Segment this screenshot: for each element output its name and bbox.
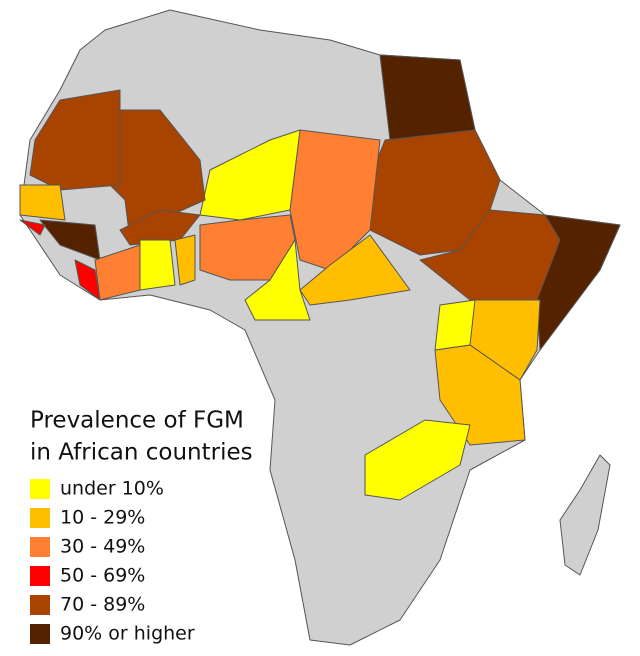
legend-swatch (30, 624, 50, 644)
ghana (139, 239, 176, 291)
legend-label: under 10% (60, 478, 164, 500)
legend-swatch (30, 479, 50, 499)
legend-title: in African countries (30, 440, 253, 466)
sierra-leone (19, 219, 46, 236)
legend-label: 50 - 69% (60, 565, 145, 587)
uganda (434, 299, 476, 351)
legend-swatch (30, 566, 50, 586)
countries (19, 54, 621, 501)
mauritania (29, 89, 121, 191)
central-african-republic (299, 234, 411, 306)
legend-label: 10 - 29% (60, 507, 145, 529)
cameroon (244, 239, 311, 321)
legend-label: 70 - 89% (60, 594, 145, 616)
benin (174, 234, 196, 286)
madagascar (559, 454, 611, 576)
legend: Prevalence of FGM in African countries u… (30, 408, 253, 645)
legend-swatch (30, 595, 50, 615)
legend-label: 90% or higher (60, 623, 195, 645)
burkina-faso (119, 209, 201, 246)
legend-swatch (30, 508, 50, 528)
egypt (379, 54, 476, 141)
legend-swatch (30, 537, 50, 557)
somalia (536, 214, 621, 351)
senegal (19, 184, 66, 221)
zambia (364, 419, 471, 501)
legend-label: 30 - 49% (60, 536, 145, 558)
legend-title: Prevalence of FGM (30, 408, 244, 434)
